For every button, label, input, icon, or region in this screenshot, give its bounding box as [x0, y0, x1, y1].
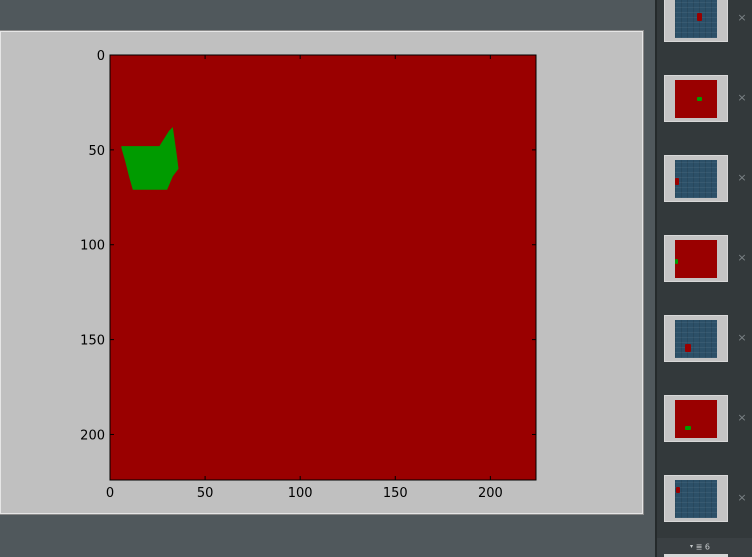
- thumbnail-partial[interactable]: [664, 554, 728, 557]
- thumbnail-image: [675, 400, 717, 438]
- thumbnail-image: [675, 240, 717, 278]
- x-tick-label: 150: [383, 486, 408, 501]
- y-tick-label: 150: [80, 334, 105, 349]
- x-tick-label: 50: [197, 486, 214, 501]
- menu-icon: ≣: [695, 542, 703, 552]
- thumbnail-mark: [697, 97, 702, 101]
- thumbnail-mark: [697, 13, 702, 21]
- x-tick-label: 0: [106, 486, 114, 501]
- plot-frame: [109, 54, 537, 481]
- image-background: [110, 55, 536, 480]
- y-tick-label: 200: [80, 428, 105, 443]
- figure-thumbnail[interactable]: [664, 235, 728, 282]
- close-icon[interactable]: ×: [737, 331, 747, 344]
- figure-thumbnail[interactable]: [664, 0, 728, 42]
- figure-thumbnail[interactable]: [664, 475, 728, 522]
- thumbnail-mark: [685, 344, 691, 352]
- thumbnail-image: [675, 80, 717, 118]
- dropdown-arrow-icon: ▾: [690, 543, 694, 550]
- y-tick-label: 100: [80, 239, 105, 254]
- close-icon[interactable]: ×: [737, 91, 747, 104]
- segmentation-region: [121, 127, 179, 190]
- image-plot: 0 50 100 150 200 0 50 100 150 200: [80, 49, 537, 501]
- close-icon[interactable]: ×: [737, 251, 747, 264]
- figure-thumbnail[interactable]: [664, 315, 728, 362]
- thumbnail-image: [675, 480, 717, 518]
- top-bar: [0, 0, 655, 30]
- thumbnail-mark: [685, 426, 691, 430]
- thumbnail-mark: [676, 487, 680, 493]
- thumbnail-image: [675, 0, 717, 38]
- x-tick-label: 200: [478, 486, 503, 501]
- figure-count[interactable]: ▾ ≣ 6: [690, 541, 710, 553]
- thumbnail-mark: [675, 259, 678, 264]
- figure-thumbnail[interactable]: [664, 395, 728, 442]
- figure-panel: 0 50 100 150 200 0 50 100 150 200: [0, 30, 644, 515]
- close-icon[interactable]: ×: [737, 11, 747, 24]
- close-icon[interactable]: ×: [737, 491, 747, 504]
- close-icon[interactable]: ×: [737, 171, 747, 184]
- figure-thumbnail[interactable]: [664, 155, 728, 202]
- thumbnail-mark: [675, 178, 679, 185]
- y-tick-label: 50: [88, 144, 105, 159]
- figure-count-value: 6: [704, 542, 710, 552]
- thumbnail-image: [675, 320, 717, 358]
- close-icon[interactable]: ×: [737, 411, 747, 424]
- y-tick-label: 0: [97, 49, 105, 64]
- figure-thumbnail[interactable]: [664, 75, 728, 122]
- x-tick-label: 100: [288, 486, 313, 501]
- sidebar-footer: [657, 538, 752, 557]
- thumbnail-image: [675, 160, 717, 198]
